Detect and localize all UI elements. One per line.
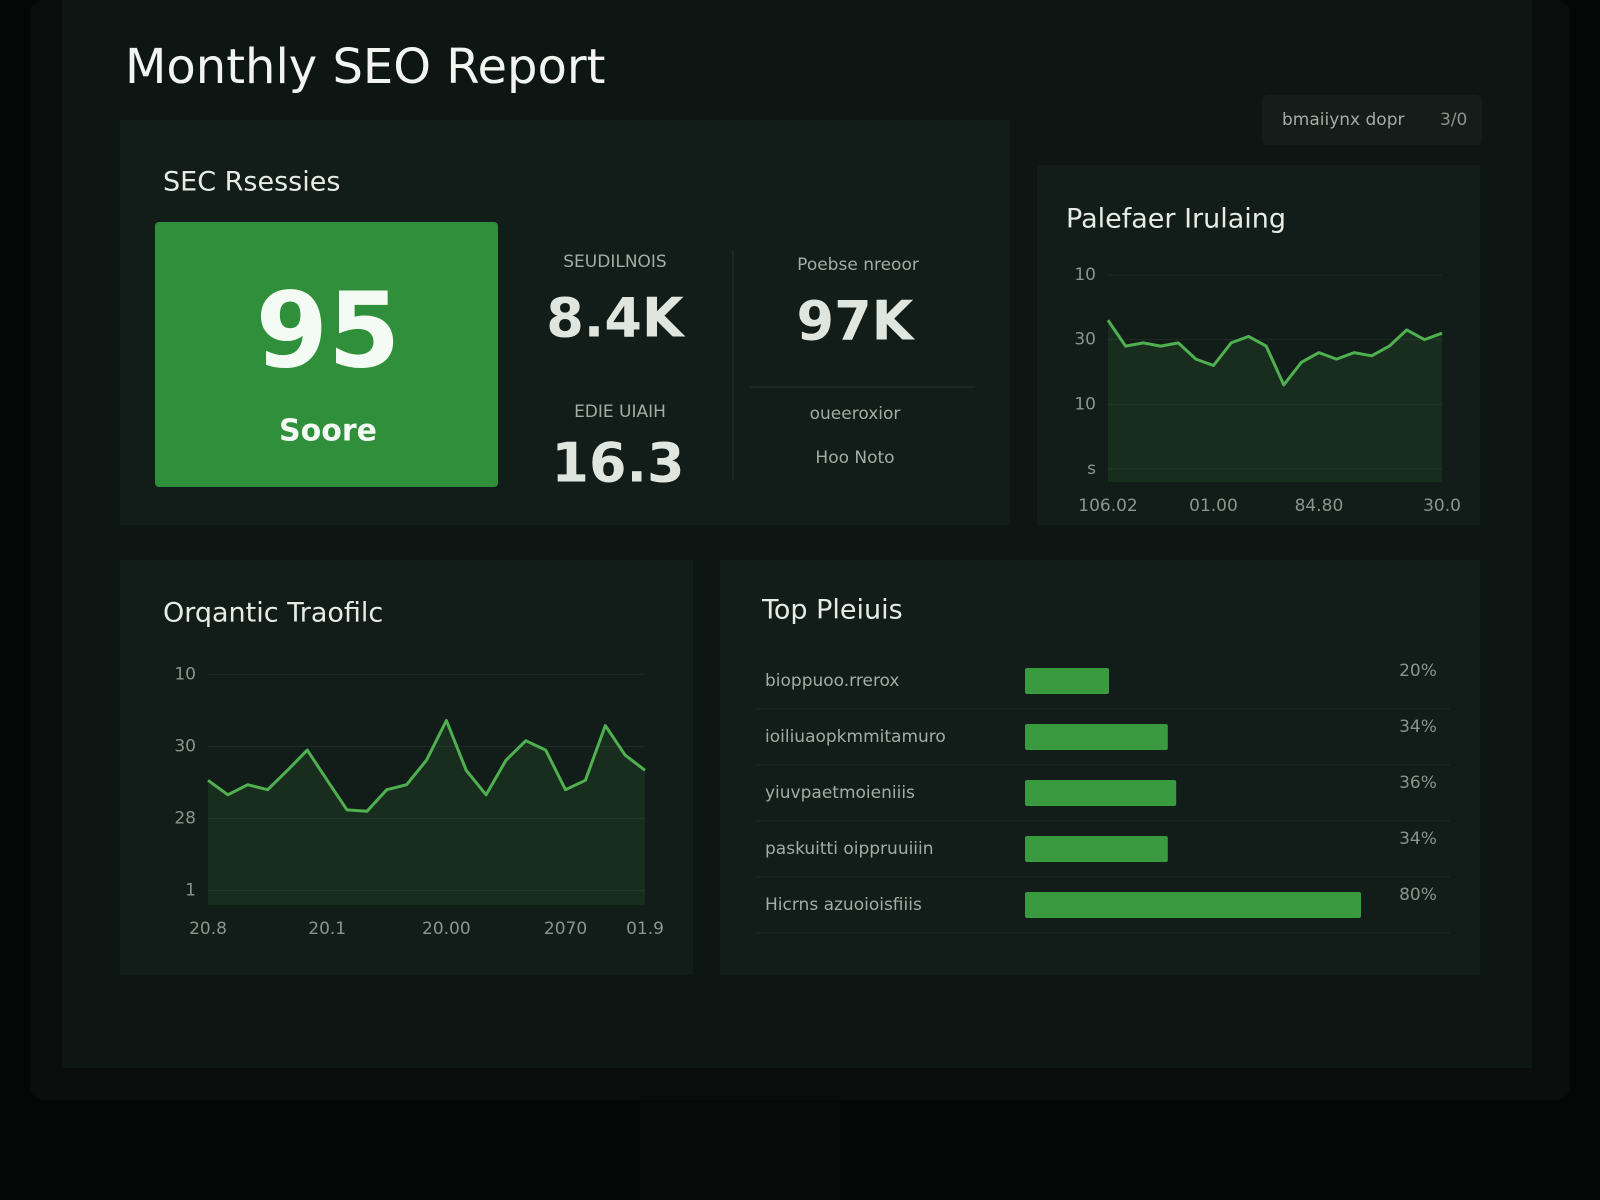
x-tick-label: 01.9 [626,919,664,939]
bar [1025,780,1177,806]
x-tick-label: 30.0 [1423,496,1461,516]
metric-value: 8.4K [546,287,686,350]
line-area [1108,320,1442,482]
bar [1025,668,1109,694]
line-series [207,719,646,813]
bar [1025,892,1361,918]
page-name: Hicrns azuoioisfiiis [765,895,922,915]
page-name: bioppuoo.rrerox [765,671,900,691]
x-tick-label: 20.1 [308,919,346,939]
y-tick-label: 30 [1074,330,1096,350]
metric-value: 16.3 [551,432,684,495]
period-selector-label: bmaiiynx dopr [1282,110,1405,130]
line-series [1106,319,1443,387]
metric-value: 97K [797,290,916,353]
bar-value-label: 34% [1399,717,1437,737]
metric-value: Hoo Noto [815,448,894,468]
x-tick-label: 01.00 [1189,496,1238,516]
bar [1025,836,1168,862]
traffic-panel [120,560,693,975]
x-tick-label: 20.00 [422,919,471,939]
metric-label: SEUDILNOIS [563,252,666,272]
y-tick-label: 28 [174,809,196,829]
bar-value-label: 36% [1399,773,1437,793]
y-tick-label: 10 [174,664,196,684]
y-tick-label: 1 [185,881,196,901]
ranking-title: Palefaer Irulaing [1066,204,1286,235]
x-tick-label: 20.8 [189,919,227,939]
y-tick-label: 10 [1074,265,1096,285]
y-tick-label: 30 [174,736,196,756]
pages-title: Top Pleiuis [761,595,903,626]
x-tick-label: 106.02 [1078,496,1137,516]
metric-label: oueeroxior [810,404,901,424]
x-tick-label: 84.80 [1295,496,1344,516]
y-tick-label: 10 [1074,394,1096,414]
score-value: 95 [256,269,401,391]
period-selector-badge: 3/0 [1440,110,1467,130]
score-card [155,222,498,487]
page-name: paskuitti oippruuiiin [765,839,934,859]
report-title: Monthly SEO Report [125,39,605,95]
bar-value-label: 34% [1399,829,1437,849]
bar [1025,724,1168,750]
bar-value-label: 80% [1399,885,1437,905]
traffic-title: Orqantic Traofilc [163,598,383,629]
bar-value-label: 20% [1399,661,1437,681]
period-selector[interactable] [1262,95,1482,145]
ranking-panel [1037,165,1480,525]
metric-label: Poebse nreoor [797,255,919,275]
page-name: ioiliuaopkmmitamuro [765,727,946,747]
page-name: yiuvpaetmoieniiis [765,783,915,803]
y-tick-label: s [1087,459,1096,479]
monitor-stand [640,1100,840,1200]
metric-label: EDIE UIAIH [574,402,666,422]
kpi-panel-title: SEC Rsessies [163,167,340,198]
x-tick-label: 2070 [544,919,587,939]
score-label: Soore [279,414,377,449]
